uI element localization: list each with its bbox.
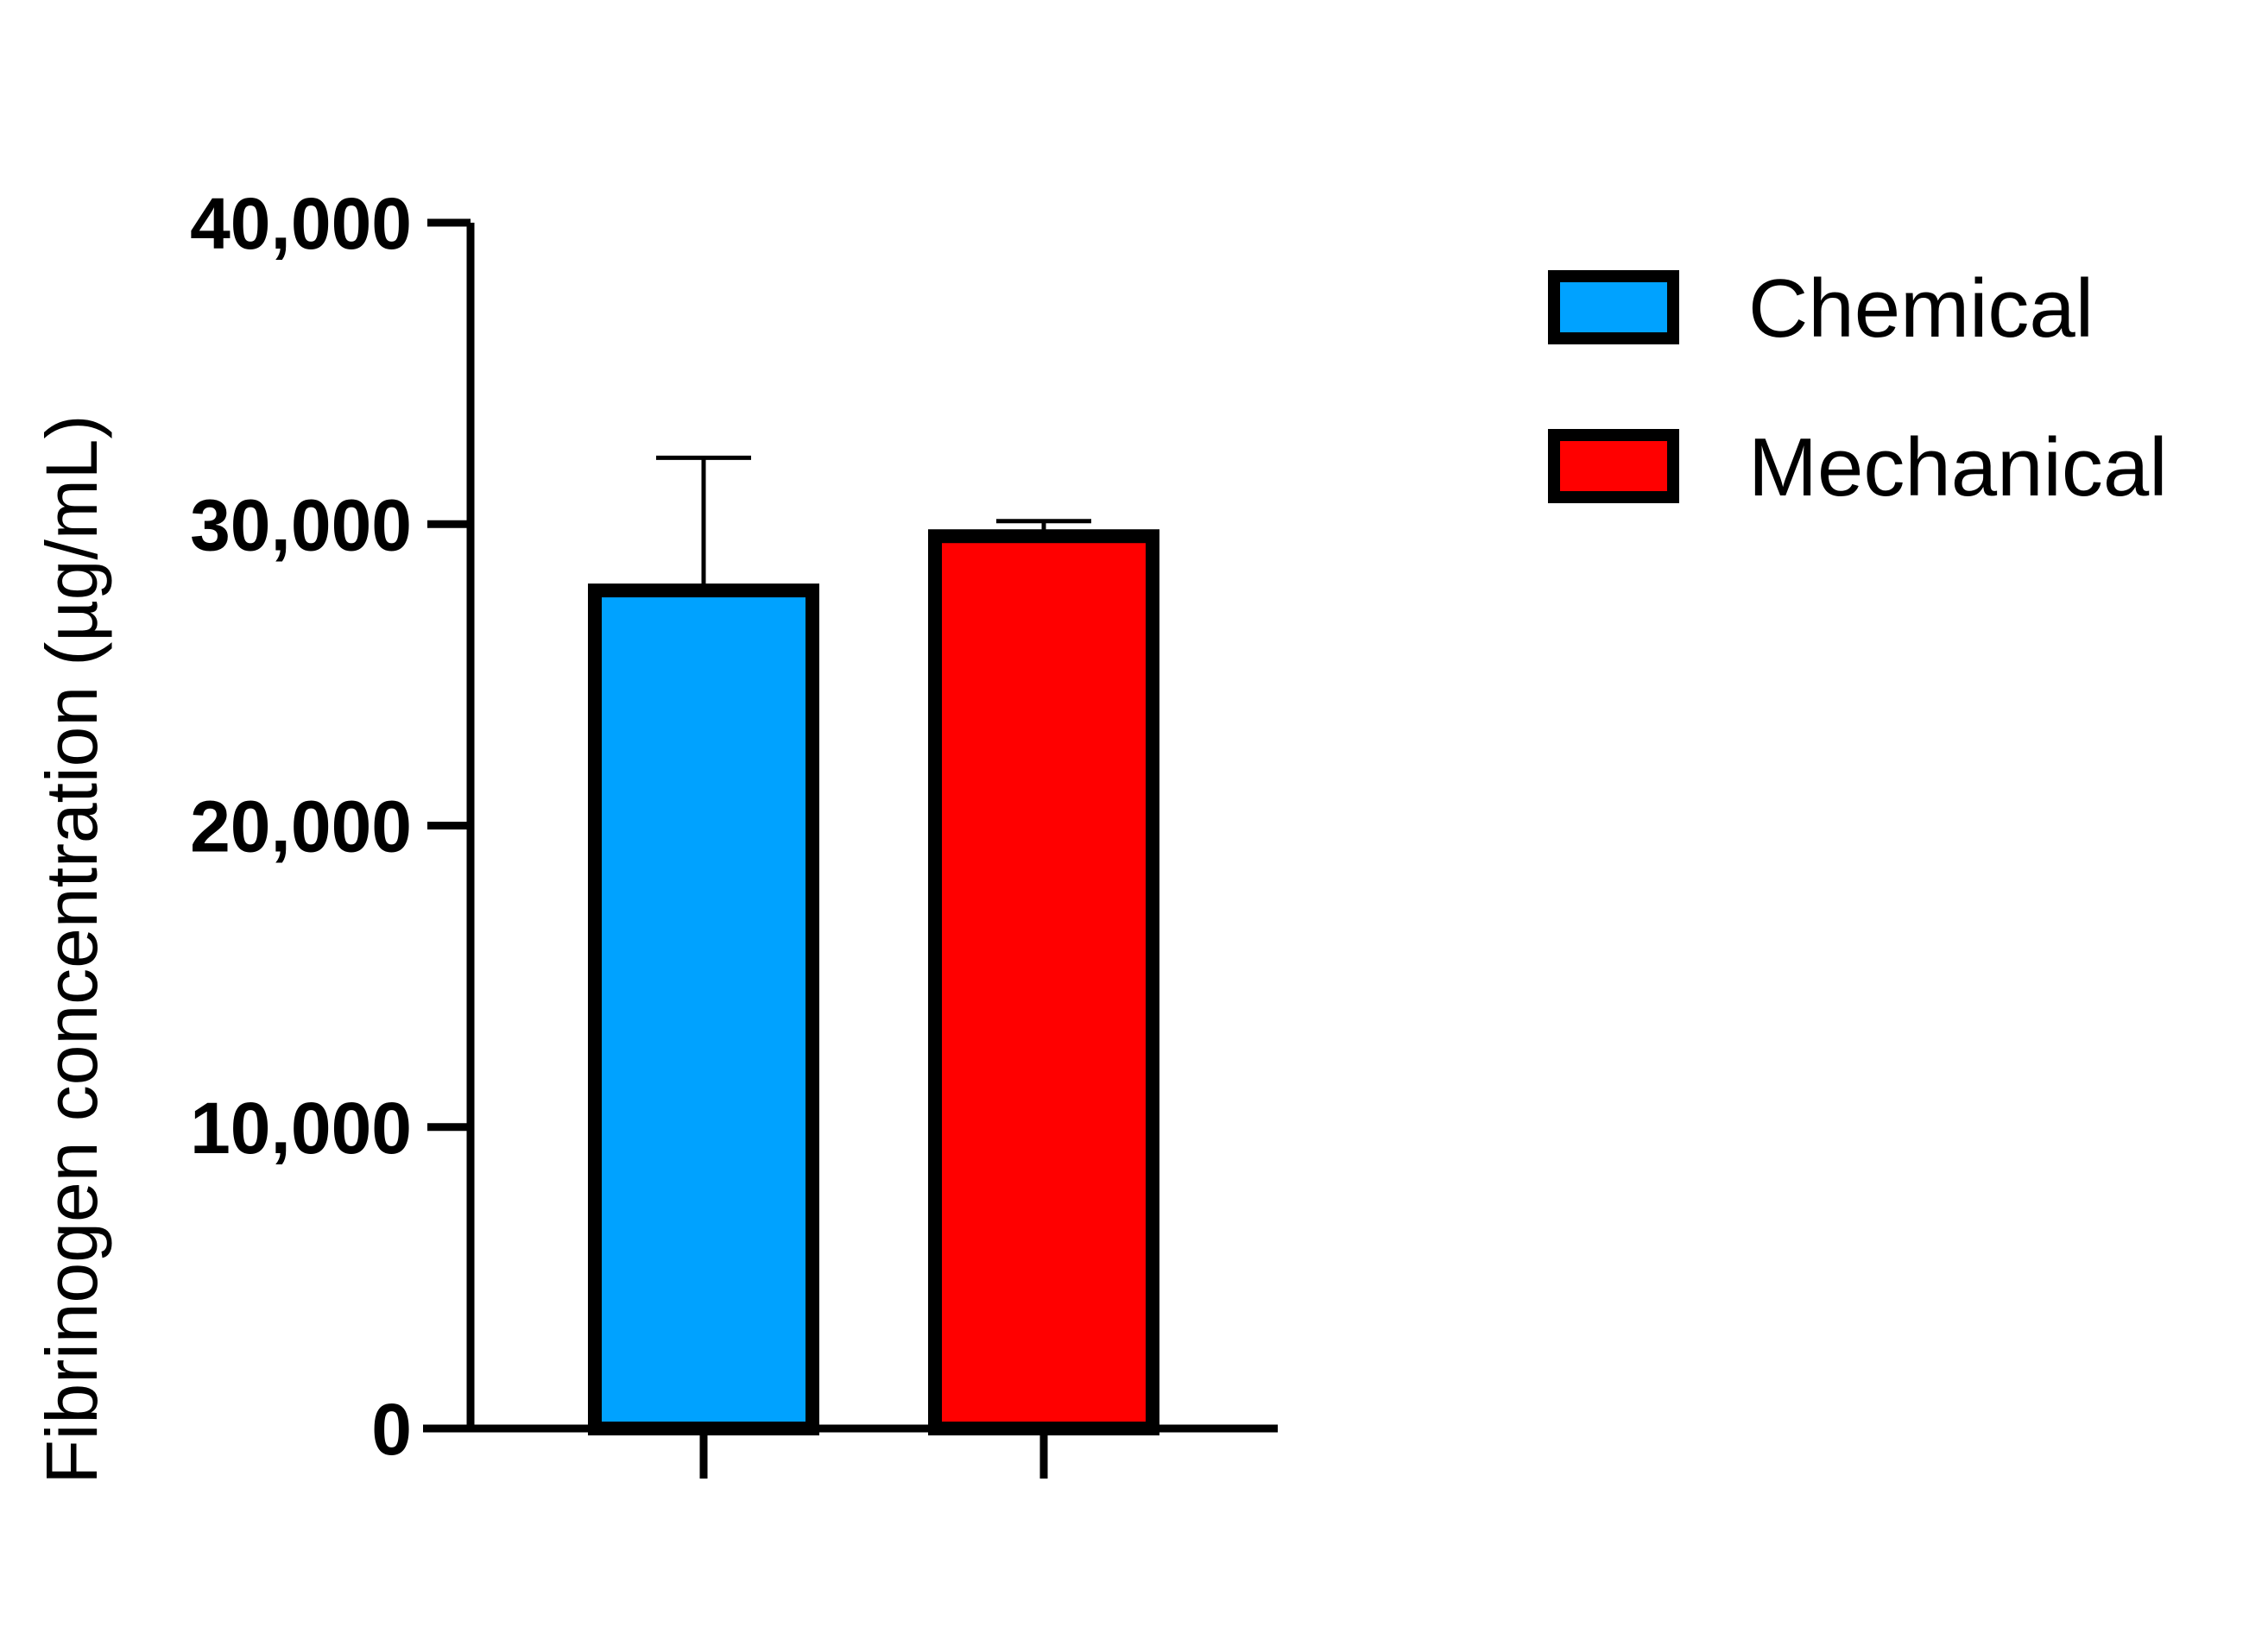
legend-swatch-chemical (1548, 270, 1679, 344)
x-axis-ticks (699, 1428, 1048, 1479)
bars-group (588, 455, 1159, 1435)
y-tick-label: 0 (371, 1389, 412, 1470)
legend-swatch-mechanical (1548, 429, 1679, 503)
y-axis-title: Fibrinogen concentration (µg/mL) (31, 415, 112, 1485)
y-axis-title-group: Fibrinogen concentration (µg/mL) (31, 415, 112, 1485)
legend-label-chemical: Chemical (1748, 262, 2094, 355)
y-tick-label: 40,000 (190, 183, 412, 264)
y-tick-label: 10,000 (190, 1088, 412, 1169)
legend: Chemical Mechanical (1548, 262, 2168, 514)
bar-mechanical (928, 529, 1159, 1435)
y-axis-ticks: 0 10,000 20,000 30,000 40,000 (190, 183, 471, 1470)
y-tick-label: 30,000 (190, 484, 412, 565)
y-tick-label: 20,000 (190, 786, 412, 867)
legend-label-mechanical: Mechanical (1748, 421, 2168, 514)
bar-chemical (588, 583, 819, 1435)
